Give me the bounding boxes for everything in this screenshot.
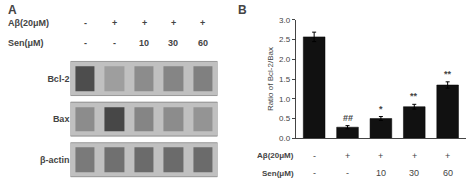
- svg-text:##: ##: [343, 113, 353, 123]
- svg-text:-: -: [313, 168, 316, 178]
- svg-text:-: -: [313, 151, 316, 161]
- svg-text:Bcl-2: Bcl-2: [47, 74, 69, 84]
- svg-text:-: -: [346, 168, 349, 178]
- svg-text:10: 10: [376, 168, 386, 178]
- svg-text:+: +: [378, 151, 383, 161]
- svg-text:-: -: [113, 38, 116, 48]
- svg-text:60: 60: [443, 168, 453, 178]
- svg-text:+: +: [200, 18, 205, 28]
- svg-text:-: -: [84, 18, 87, 28]
- svg-text:10: 10: [139, 38, 149, 48]
- svg-text:**: **: [444, 69, 452, 79]
- svg-text:*: *: [379, 104, 383, 114]
- svg-text:Aβ(20μM): Aβ(20μM): [257, 151, 294, 160]
- svg-text:Ratio of Bcl-2/Bax: Ratio of Bcl-2/Bax: [266, 47, 275, 111]
- svg-text:+: +: [345, 151, 350, 161]
- svg-text:+: +: [412, 151, 417, 161]
- svg-text:0.0: 0.0: [279, 134, 291, 143]
- svg-text:2.0: 2.0: [279, 55, 291, 64]
- svg-text:2.5: 2.5: [279, 35, 291, 44]
- svg-text:A: A: [8, 3, 17, 17]
- svg-text:+: +: [171, 18, 176, 28]
- svg-text:-: -: [84, 38, 87, 48]
- svg-text:β-actin: β-actin: [40, 155, 70, 165]
- svg-text:60: 60: [198, 38, 208, 48]
- svg-text:**: **: [410, 91, 418, 101]
- svg-text:Bax: Bax: [53, 114, 70, 124]
- svg-text:+: +: [112, 18, 117, 28]
- svg-text:Sen(μM): Sen(μM): [8, 38, 44, 48]
- svg-text:0.5: 0.5: [279, 114, 291, 123]
- svg-text:+: +: [445, 151, 450, 161]
- svg-text:1.5: 1.5: [279, 75, 291, 84]
- svg-text:B: B: [238, 3, 247, 17]
- svg-text:Sen(μM): Sen(μM): [262, 169, 294, 178]
- svg-text:+: +: [142, 18, 147, 28]
- svg-text:Aβ(20μM): Aβ(20μM): [8, 18, 49, 28]
- svg-text:30: 30: [409, 168, 419, 178]
- svg-text:1.0: 1.0: [279, 95, 291, 104]
- svg-text:30: 30: [168, 38, 178, 48]
- svg-text:3.0: 3.0: [279, 16, 291, 25]
